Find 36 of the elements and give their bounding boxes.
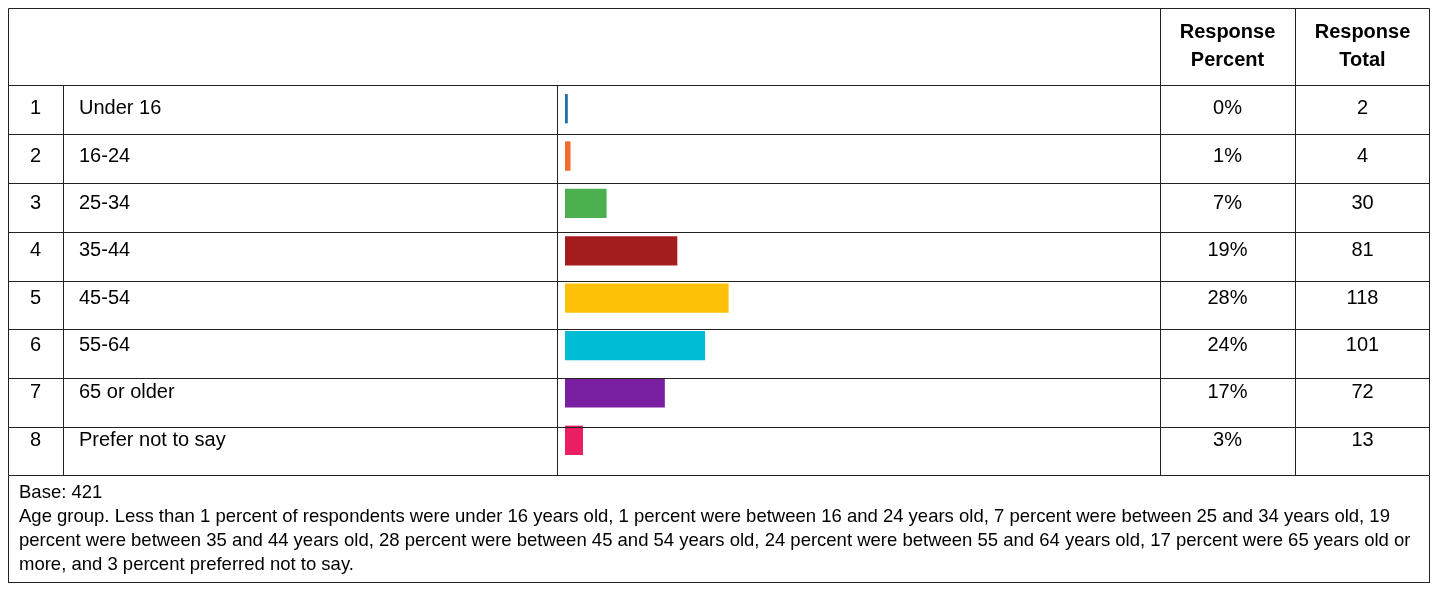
data-label: 13 bbox=[1351, 427, 1374, 450]
y-tick-label: 55-64 bbox=[79, 333, 131, 356]
y-tick-label: 16-24 bbox=[79, 143, 131, 166]
text: 1 bbox=[29, 96, 42, 119]
y-tick-label: Prefer not to say bbox=[79, 427, 226, 450]
data-label: 30 bbox=[1351, 190, 1374, 213]
text: 1% bbox=[1213, 143, 1243, 166]
text: 28% bbox=[1207, 285, 1248, 308]
y-tick-label: Under 16 bbox=[79, 96, 162, 119]
text: 3 bbox=[29, 190, 42, 213]
text: 4 bbox=[29, 238, 42, 261]
text: 19% bbox=[1207, 238, 1248, 261]
text: 2 bbox=[29, 143, 42, 166]
text: 17% bbox=[1207, 380, 1248, 403]
y-tick-label: 25-34 bbox=[79, 190, 131, 213]
text: Response Percent bbox=[1179, 20, 1276, 71]
text: Age group. Less than 1 percent of respondents were under 16 years old, 1 percent were between 16 and 24 years old, 7 percent were between 25 and 34 years old, 19 percent were between 35 and 44 years old, 28 percent were between 45 and 54 years old, 24 percent were between 55 and 64 years old, 17 percent were 65 years old or more, and 3 percent preferred not to say. bbox=[19, 504, 1412, 576]
text: 7% bbox=[1213, 190, 1243, 213]
text: 5 bbox=[29, 285, 42, 308]
data-label: 118 bbox=[1346, 285, 1379, 308]
data-label: 101 bbox=[1345, 333, 1380, 356]
y-tick-label: 35-44 bbox=[79, 238, 131, 261]
y-tick-label: 45-54 bbox=[79, 285, 131, 308]
text: 7 bbox=[29, 380, 42, 403]
data-label: 81 bbox=[1351, 238, 1374, 261]
text: 3% bbox=[1213, 427, 1243, 450]
y-tick-label: 65 or older bbox=[79, 380, 175, 403]
data-label: 2 bbox=[1356, 96, 1369, 119]
text: 8 bbox=[29, 427, 42, 450]
text: Base: 421 bbox=[19, 480, 104, 504]
data-label: 72 bbox=[1351, 380, 1374, 403]
data-label: 4 bbox=[1356, 143, 1369, 166]
text: Response Total bbox=[1314, 20, 1411, 71]
text: 0% bbox=[1213, 96, 1243, 119]
text: 24% bbox=[1207, 333, 1248, 356]
text: 6 bbox=[29, 333, 42, 356]
